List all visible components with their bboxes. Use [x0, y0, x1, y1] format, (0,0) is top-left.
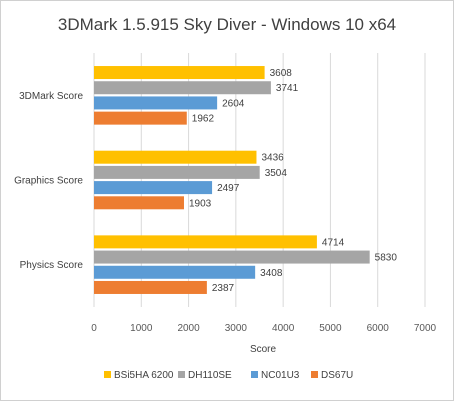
x-tick-label-4000: 4000	[272, 323, 295, 334]
x-tick-label-6000: 6000	[367, 323, 390, 334]
x-tick-label-3000: 3000	[225, 323, 248, 334]
legend-item-bsi5ha-6200[interactable]: BSi5HA 6200	[104, 370, 174, 381]
data-label-dh110se-physics-score: 5830	[375, 253, 398, 264]
bar-bsi5ha-6200-graphics-score	[94, 150, 257, 164]
legend-label-ds67u: DS67U	[321, 370, 353, 381]
legend-item-nc01u3[interactable]: NC01U3	[251, 370, 300, 381]
data-labels: 3608 3741 2604 1962 3436 3504 2497 1903 4714 5830…	[189, 68, 397, 294]
bar-ds67u-graphics-score	[94, 196, 184, 210]
data-label-dh110se-graphics-score: 3504	[265, 168, 288, 179]
category-labels: 3DMark Score Graphics Score Physics Score	[14, 91, 83, 271]
legend-label-bsi5ha-6200: BSi5HA 6200	[114, 370, 174, 381]
category-label-physics-score: Physics Score	[20, 260, 84, 271]
legend-swatch-ds67u	[311, 371, 318, 378]
x-tick-label-7000: 7000	[414, 323, 437, 334]
data-label-nc01u3-physics-score: 3408	[260, 268, 283, 279]
bar-nc01u3-graphics-score	[94, 181, 213, 195]
bar-ds67u-3dmark-score	[94, 111, 187, 125]
data-label-nc01u3-3dmark-score: 2604	[222, 98, 245, 109]
x-tick-label-2000: 2000	[177, 323, 200, 334]
legend-item-ds67u[interactable]: DS67U	[311, 370, 353, 381]
bars	[94, 66, 370, 294]
data-label-ds67u-3dmark-score: 1962	[192, 114, 215, 125]
legend-item-dh110se[interactable]: DH110SE	[178, 370, 232, 381]
gridlines	[93, 53, 426, 307]
data-label-bsi5ha-6200-3dmark-score: 3608	[270, 68, 293, 79]
data-label-bsi5ha-6200-graphics-score: 3436	[261, 153, 284, 164]
data-label-ds67u-physics-score: 2387	[212, 283, 235, 294]
data-label-nc01u3-graphics-score: 2497	[217, 183, 240, 194]
legend-swatch-nc01u3	[251, 371, 258, 378]
chart-title: 3DMark 1.5.915 Sky Diver - Windows 10 x6…	[58, 15, 396, 34]
data-label-ds67u-graphics-score: 1903	[189, 198, 212, 209]
bar-nc01u3-physics-score	[94, 265, 256, 279]
bar-dh110se-graphics-score	[94, 165, 260, 179]
bar-dh110se-3dmark-score	[94, 81, 271, 95]
data-label-dh110se-3dmark-score: 3741	[276, 83, 299, 94]
x-tick-label-1000: 1000	[130, 323, 153, 334]
category-label-graphics-score: Graphics Score	[14, 176, 83, 187]
category-label-3dmark-score: 3DMark Score	[19, 91, 83, 102]
legend-label-nc01u3: NC01U3	[261, 370, 300, 381]
data-label-bsi5ha-6200-physics-score: 4714	[322, 237, 345, 248]
x-tick-labels: 0 1000 2000 3000 4000 5000 6000 7000	[91, 323, 436, 334]
bar-dh110se-physics-score	[94, 250, 370, 264]
bar-bsi5ha-6200-3dmark-score	[94, 66, 265, 80]
legend-swatch-bsi5ha-6200	[104, 371, 111, 378]
legend-swatch-dh110se	[178, 371, 185, 378]
legend[interactable]: BSi5HA 6200 DH110SE NC01U3 DS67U	[104, 370, 353, 381]
legend-label-dh110se: DH110SE	[188, 370, 232, 381]
x-tick-label-5000: 5000	[319, 323, 342, 334]
x-axis-label: Score	[250, 344, 277, 355]
bar-nc01u3-3dmark-score	[94, 96, 218, 110]
bar-ds67u-physics-score	[94, 280, 207, 294]
bar-bsi5ha-6200-physics-score	[94, 235, 317, 249]
x-tick-label-0: 0	[91, 323, 97, 334]
